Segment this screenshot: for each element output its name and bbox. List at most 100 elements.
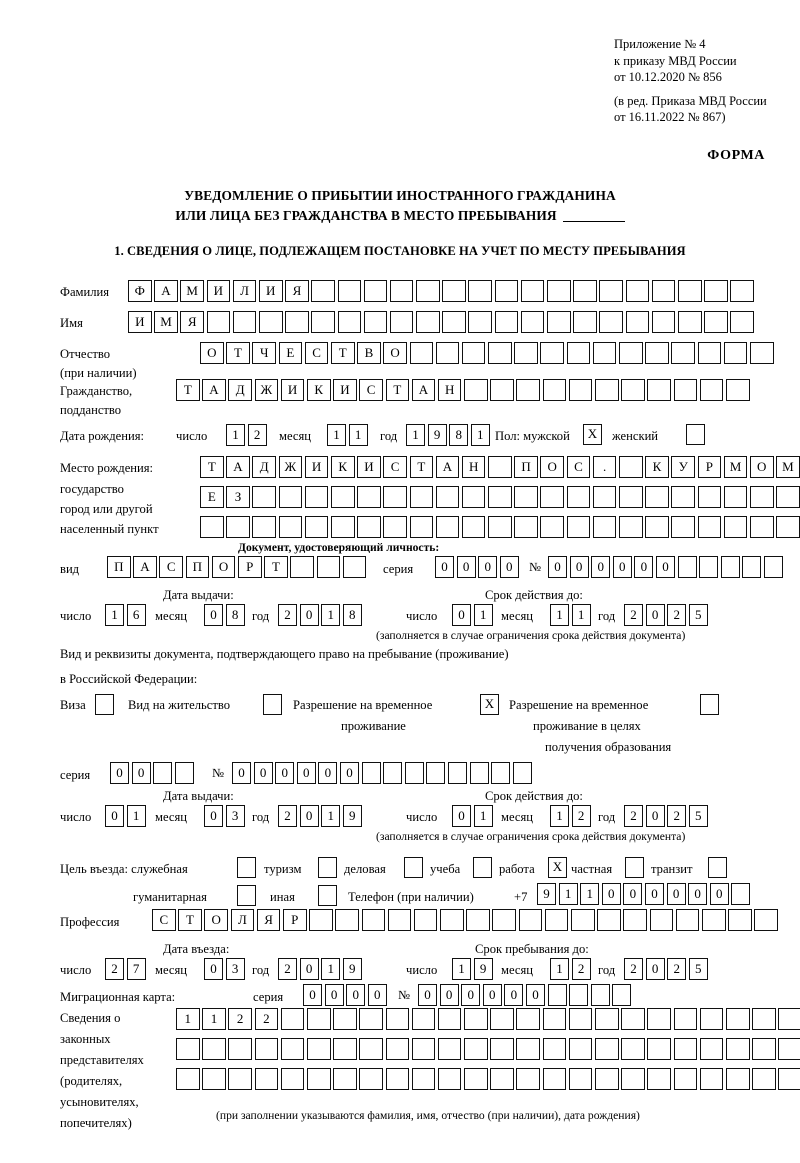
char-box[interactable]: О — [540, 456, 565, 478]
char-box[interactable] — [619, 486, 643, 508]
char-box[interactable] — [280, 1038, 305, 1060]
char-box[interactable] — [540, 342, 565, 364]
char-box[interactable] — [673, 379, 698, 401]
char-box[interactable]: 7 — [126, 958, 146, 980]
char-box[interactable] — [357, 486, 381, 508]
char-box[interactable] — [488, 516, 512, 538]
char-box[interactable] — [590, 984, 610, 1006]
char-box[interactable] — [176, 1038, 200, 1060]
char-box[interactable] — [514, 486, 538, 508]
char-box[interactable] — [566, 342, 591, 364]
char-box[interactable]: 0 — [623, 883, 643, 905]
char-box[interactable]: 9 — [342, 958, 362, 980]
residence-permit-checkbox[interactable] — [263, 694, 282, 715]
char-box[interactable]: П — [185, 556, 210, 578]
char-box[interactable] — [520, 280, 545, 302]
char-box[interactable] — [335, 909, 359, 931]
char-box[interactable]: 5 — [688, 604, 708, 626]
char-box[interactable] — [492, 909, 517, 931]
char-box[interactable]: 1 — [558, 883, 578, 905]
char-box[interactable]: Т — [178, 909, 202, 931]
temp-residence-checkbox[interactable]: X — [480, 694, 499, 715]
char-box[interactable]: 0 — [299, 805, 319, 827]
char-box[interactable] — [254, 1038, 279, 1060]
char-box[interactable]: Т — [200, 456, 224, 478]
char-box[interactable]: 2 — [254, 1008, 279, 1030]
char-box[interactable] — [612, 984, 632, 1006]
char-box[interactable]: А — [226, 456, 250, 478]
char-box[interactable] — [647, 1068, 671, 1090]
char-box[interactable]: 0 — [601, 883, 621, 905]
char-box[interactable]: 1 — [202, 1008, 226, 1030]
char-box[interactable]: 2 — [667, 604, 687, 626]
char-box[interactable] — [280, 1008, 305, 1030]
char-box[interactable] — [514, 342, 538, 364]
char-box[interactable] — [464, 1068, 488, 1090]
char-box[interactable] — [699, 1008, 724, 1030]
char-box[interactable]: К — [330, 456, 355, 478]
char-box[interactable] — [697, 516, 722, 538]
char-box[interactable] — [174, 762, 194, 784]
char-box[interactable] — [409, 516, 434, 538]
char-box[interactable] — [566, 486, 591, 508]
char-box[interactable]: 9 — [342, 805, 362, 827]
char-box[interactable] — [280, 1068, 305, 1090]
char-box[interactable] — [720, 556, 740, 578]
char-box[interactable] — [490, 379, 514, 401]
char-box[interactable] — [228, 1038, 252, 1060]
char-box[interactable]: О — [749, 456, 774, 478]
char-box[interactable] — [306, 1038, 331, 1060]
char-box[interactable]: 1 — [321, 958, 341, 980]
char-box[interactable] — [599, 311, 623, 333]
char-box[interactable]: 0 — [204, 604, 223, 626]
purpose-tourism-checkbox[interactable] — [318, 857, 337, 878]
char-box[interactable] — [330, 486, 355, 508]
char-box[interactable] — [311, 280, 335, 302]
char-box[interactable] — [573, 280, 597, 302]
char-box[interactable] — [468, 311, 493, 333]
char-box[interactable] — [491, 762, 511, 784]
char-box[interactable] — [651, 280, 676, 302]
birthplace-row-3-boxes[interactable] — [200, 516, 800, 538]
char-box[interactable] — [518, 909, 543, 931]
char-box[interactable] — [542, 379, 567, 401]
char-box[interactable] — [316, 556, 341, 578]
sex-male-checkbox[interactable]: X — [583, 424, 602, 445]
char-box[interactable]: 1 — [550, 805, 569, 827]
char-box[interactable] — [411, 1068, 436, 1090]
char-box[interactable] — [645, 342, 669, 364]
char-box[interactable]: П — [514, 456, 538, 478]
char-box[interactable] — [488, 456, 512, 478]
char-box[interactable] — [383, 516, 407, 538]
char-box[interactable] — [416, 280, 440, 302]
char-box[interactable] — [387, 909, 412, 931]
char-box[interactable] — [597, 909, 621, 931]
char-box[interactable]: 1 — [126, 805, 146, 827]
char-box[interactable] — [699, 379, 724, 401]
char-box[interactable]: 0 — [666, 883, 686, 905]
char-box[interactable] — [571, 909, 595, 931]
char-box[interactable]: 2 — [667, 958, 687, 980]
char-box[interactable] — [621, 379, 645, 401]
char-box[interactable]: К — [645, 456, 669, 478]
char-box[interactable]: 0 — [418, 984, 437, 1006]
char-box[interactable]: 1 — [321, 604, 341, 626]
char-box[interactable] — [754, 909, 778, 931]
char-box[interactable]: И — [280, 379, 305, 401]
char-box[interactable] — [426, 762, 446, 784]
char-box[interactable] — [363, 311, 388, 333]
char-box[interactable] — [778, 1038, 800, 1060]
char-box[interactable]: 0 — [591, 556, 611, 578]
char-box[interactable] — [568, 1008, 593, 1030]
char-box[interactable]: 0 — [339, 762, 359, 784]
char-box[interactable]: Л — [232, 280, 257, 302]
purpose-official-checkbox[interactable] — [237, 857, 256, 878]
